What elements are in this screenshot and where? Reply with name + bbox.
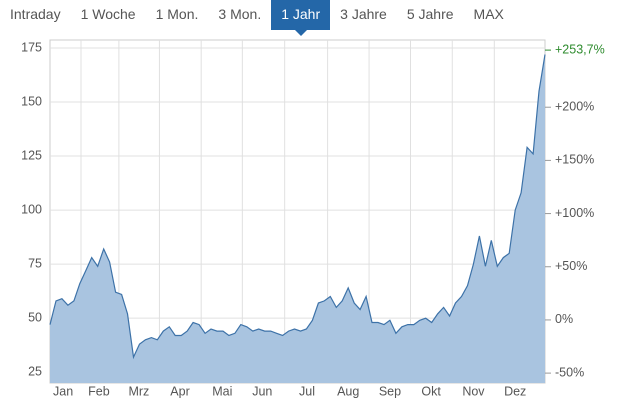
range-tab[interactable]: 1 Jahr (271, 0, 331, 36)
range-tab[interactable]: 1 Woche (80, 6, 136, 22)
y-tick-label: 100 (21, 202, 42, 216)
x-tick-label: Nov (462, 384, 485, 398)
y-tick-label: 125 (21, 148, 42, 162)
x-tick-label: Sep (379, 384, 401, 398)
y-tick-label: 50 (28, 310, 42, 324)
range-tab[interactable]: 3 Mon. (218, 6, 262, 22)
y2-tick-label: +200% (555, 100, 594, 114)
y2-tick-label: +50% (555, 259, 587, 273)
range-tab[interactable]: 3 Jahre (340, 6, 387, 22)
range-tabs: Intraday 1 Woche 1 Mon. 3 Mon. 1 Jahr 3 Jahre… (0, 0, 627, 36)
y-tick-label: 75 (28, 256, 42, 270)
x-tick-label: Apr (170, 384, 189, 398)
range-tab[interactable]: Intraday (10, 6, 61, 22)
y-tick-label: 150 (21, 94, 42, 108)
x-tick-label: Dez (504, 384, 526, 398)
x-tick-label: Jan (53, 384, 73, 398)
line (49, 54, 546, 360)
range-tab[interactable]: MAX (473, 6, 504, 22)
y2-tick-label: +150% (555, 153, 594, 167)
y2-tick-label: 0% (555, 312, 573, 326)
y2-tick-label: -50% (555, 365, 584, 379)
x-tick-label: Mrz (128, 384, 149, 398)
y-tick-label: 25 (28, 364, 42, 378)
y2-tick-label: +100% (555, 206, 594, 220)
area (50, 54, 545, 383)
x-tick-label: Aug (337, 384, 359, 398)
x-tick-label: Jul (299, 384, 315, 398)
range-tab[interactable]: 1 Mon. (155, 6, 199, 22)
x-tick-label: Jun (252, 384, 272, 398)
last-change-label: +253,7% (555, 42, 605, 56)
range-tab[interactable]: 5 Jahre (406, 6, 454, 22)
x-tick-label: Okt (421, 384, 441, 398)
x-tick-label: Feb (88, 384, 110, 398)
x-tick-label: Mai (212, 384, 232, 398)
y-tick-label: 175 (21, 40, 42, 54)
